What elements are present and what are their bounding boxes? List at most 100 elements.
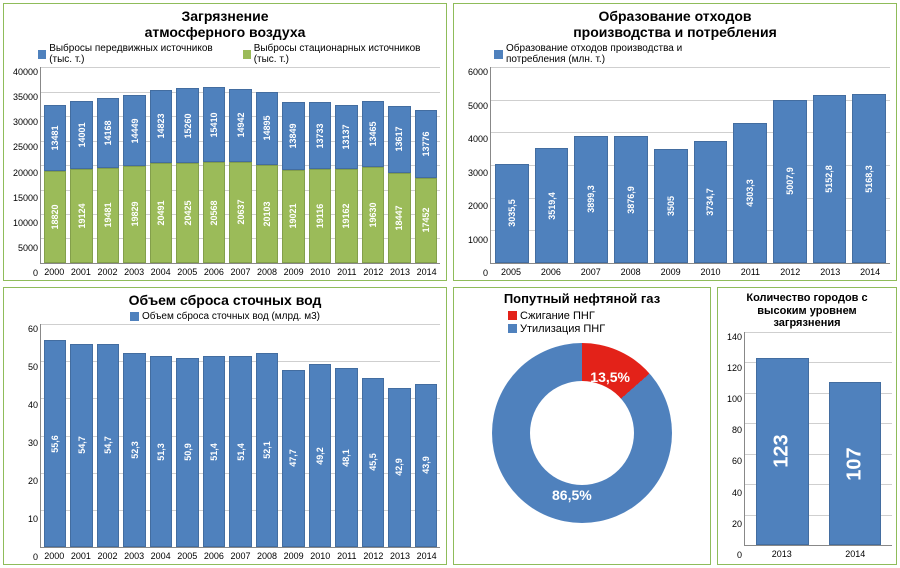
waste-chart: 6000500040003000200010000 3035,53519,438… — [460, 67, 890, 278]
bar-value-label: 19829 — [130, 202, 140, 227]
bar-group: 42,9 — [386, 324, 412, 547]
air-legend-mobile: Выбросы передвижных источников (тыс. т.) — [38, 43, 233, 65]
air-title: Загрязнениеатмосферного воздуха — [10, 8, 440, 40]
bar-value-label: 19021 — [288, 204, 298, 229]
bar-group: 43,9 — [413, 324, 439, 547]
panel-waste: Образование отходовпроизводства и потреб… — [453, 3, 897, 281]
legend-label: Сжигание ПНГ — [520, 310, 595, 322]
bar-value-label: 13481 — [50, 125, 60, 150]
bar-group: 54,7 — [95, 324, 121, 547]
bar-group: 19116 13733 — [307, 67, 333, 263]
bar-value-label: 3519,4 — [547, 192, 557, 220]
bar-value-label: 107 — [843, 447, 866, 480]
air-legend-stationary: Выбросы стационарных источников (тыс. т.… — [243, 43, 440, 65]
bar-value-label: 3899,3 — [586, 186, 596, 214]
bar-value-label: 123 — [771, 435, 794, 468]
square-icon — [38, 50, 46, 59]
bar-group: 2042515260 — [174, 67, 200, 263]
square-icon — [508, 324, 517, 333]
wastewater-plot: 55,654,754,752,351,350,951,451,452,147,7… — [40, 324, 440, 548]
bar-value-label: 13617 — [394, 127, 404, 152]
bar-value-label: 3035,5 — [507, 200, 517, 228]
panel-cities: Количество городов свысоким уровнемзагря… — [717, 287, 897, 565]
cities-plot: 123107 20132014 — [744, 332, 892, 546]
legend-label: Выбросы стационарных источников (тыс. т.… — [254, 43, 440, 65]
bar-value-label: 20103 — [262, 201, 272, 226]
bar-value-label: 20491 — [156, 200, 166, 225]
bar-value-label: 5007,9 — [785, 168, 795, 196]
bar-value-label: 13849 — [288, 123, 298, 148]
bar-value-label: 18447 — [394, 205, 404, 230]
bar-group: 1745213776 — [413, 67, 439, 263]
bar-value-label: 14823 — [156, 114, 166, 139]
bar-group: 51,4 — [201, 324, 227, 547]
bar-group: 45,5 — [360, 324, 386, 547]
square-icon — [243, 50, 251, 59]
bar-value-label: 20568 — [209, 200, 219, 225]
bar-group: 3505 — [651, 67, 691, 263]
bar-value-label: 54,7 — [103, 437, 113, 455]
waste-plot: 3035,53519,43899,33876,935053734,74303,3… — [490, 67, 890, 264]
bar-group: 55,6 — [42, 324, 68, 547]
bar-value-label: 3876,9 — [626, 186, 636, 214]
bar-group: 52,3 — [121, 324, 147, 547]
bar-group: 2010314895 — [254, 67, 280, 263]
bar-value-label: 20637 — [236, 200, 246, 225]
bar-value-label: 47,7 — [288, 450, 298, 468]
bar-group: 5168,3 — [849, 67, 889, 263]
bar-value-label: 42,9 — [394, 459, 404, 477]
square-icon — [130, 312, 139, 321]
wastewater-legend-item: Объем сброса сточных вод (млрд. м3) — [130, 311, 320, 322]
bar-group: 19481 14168 — [95, 67, 121, 263]
bar-value-label: 3734,7 — [705, 188, 715, 216]
air-legend: Выбросы передвижных источников (тыс. т.)… — [38, 43, 440, 65]
bar-group: 18447 13617 — [386, 67, 412, 263]
bar-value-label: 3505 — [666, 196, 676, 216]
bar-group: 51,3 — [148, 324, 174, 547]
gas-legend-burn: Сжигание ПНГ — [508, 310, 706, 322]
bar-value-label: 13465 — [368, 121, 378, 146]
bar-value-label: 18820 — [50, 204, 60, 229]
square-icon — [494, 50, 503, 59]
bar-value-label: 20425 — [183, 200, 193, 225]
bar-group: 3899,3 — [571, 67, 611, 263]
bar-value-label: 52,1 — [262, 441, 272, 459]
bar-group: 5007,9 — [770, 67, 810, 263]
bar-group: 1916213137 — [333, 67, 359, 263]
bar-group: 52,1 — [254, 324, 280, 547]
bar-value-label: 19481 — [103, 203, 113, 228]
bar-value-label: 48,1 — [341, 449, 351, 467]
bar-group: 2063714942 — [227, 67, 253, 263]
gas-slice-label-burn: 13,5% — [590, 369, 630, 385]
wastewater-legend: Объем сброса сточных вод (млрд. м3) — [10, 311, 440, 322]
bar-group: 3035,5 — [492, 67, 532, 263]
bar-group: 3876,9 — [611, 67, 651, 263]
panel-wastewater: Объем сброса сточных вод Объем сброса ст… — [3, 287, 447, 565]
bar-group: 107 — [819, 332, 892, 545]
cities-y-axis: 140120100806040200 — [722, 332, 744, 560]
bar-value-label: 19124 — [77, 204, 87, 229]
bar-group: 19021 13849 — [280, 67, 306, 263]
legend-label: Выбросы передвижных источников (тыс. т.) — [49, 43, 232, 65]
legend-label: Утилизация ПНГ — [520, 323, 605, 335]
gas-title: Попутный нефтяной газ — [504, 292, 660, 307]
dashboard-grid: Загрязнениеатмосферного воздуха Выбросы … — [0, 0, 900, 568]
bar-value-label: 19116 — [315, 204, 325, 229]
panel-gas: Попутный нефтяной газ Сжигание ПНГ Утили… — [453, 287, 711, 565]
waste-legend-item: Образование отходов производства ипотреб… — [494, 43, 682, 65]
bar-value-label: 13137 — [341, 125, 351, 150]
bar-value-label: 45,5 — [368, 454, 378, 472]
waste-legend: Образование отходов производства ипотреб… — [494, 43, 890, 65]
legend-label: Образование отходов производства ипотреб… — [506, 43, 682, 65]
row2: Объем сброса сточных вод Объем сброса ст… — [3, 287, 897, 565]
panel-air-pollution: Загрязнениеатмосферного воздуха Выбросы … — [3, 3, 447, 281]
bar-value-label: 19630 — [368, 202, 378, 227]
bar-value-label: 14168 — [103, 120, 113, 145]
legend-label: Объем сброса сточных вод (млрд. м3) — [142, 311, 320, 322]
bar-value-label: 13733 — [315, 123, 325, 148]
bar-value-label: 51,3 — [156, 443, 166, 461]
bar-value-label: 55,6 — [50, 435, 60, 453]
waste-title: Образование отходовпроизводства и потреб… — [460, 8, 890, 40]
gas-legend-util: Утилизация ПНГ — [508, 323, 706, 335]
gas-donut: 13,5% 86,5% — [492, 343, 672, 523]
